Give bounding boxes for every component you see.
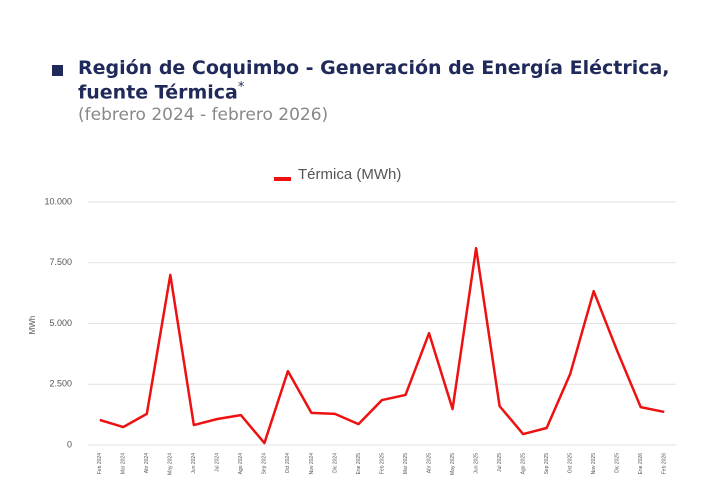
x-tick-label: Ago 2025 bbox=[520, 453, 526, 475]
x-tick-label: Ene 2025 bbox=[356, 453, 362, 475]
x-tick-label: May 2024 bbox=[168, 453, 174, 475]
x-tick-label: Dic 2024 bbox=[332, 453, 338, 473]
y-tick-label: 10.000 bbox=[44, 196, 72, 206]
x-tick-label: Ago 2024 bbox=[238, 453, 244, 475]
x-tick-label: May 2025 bbox=[450, 453, 456, 475]
x-tick-label: Oct 2024 bbox=[285, 453, 291, 474]
x-tick-label: Dic 2025 bbox=[615, 453, 621, 473]
x-tick-label: Abr 2024 bbox=[144, 453, 150, 474]
y-tick-label: 7.500 bbox=[49, 257, 72, 267]
x-tick-label: Oct 2025 bbox=[567, 453, 573, 474]
header: Región de Coquimbo - Generación de Energ… bbox=[52, 58, 722, 125]
x-tick-label: Abr 2025 bbox=[426, 453, 432, 474]
y-axis-label: MWh bbox=[28, 316, 37, 335]
bullet bbox=[52, 65, 63, 76]
x-tick-label: Sep 2025 bbox=[544, 453, 550, 475]
line bbox=[99, 246, 665, 445]
title-block: Región de Coquimbo - Generación de Energ… bbox=[52, 58, 722, 102]
chart-title: Región de Coquimbo - Generación de Energ… bbox=[78, 57, 670, 104]
legend-label: Térmica (MWh) bbox=[298, 166, 401, 183]
x-tick-label: Jul 2025 bbox=[497, 453, 503, 472]
y-tick-label: 5.000 bbox=[49, 318, 72, 328]
y-tick-label: 2.500 bbox=[49, 379, 72, 389]
x-tick-label: Feb 2024 bbox=[97, 453, 103, 474]
x-tick-label: Jun 2024 bbox=[191, 453, 197, 474]
x-tick-label: Feb 2025 bbox=[379, 453, 385, 474]
x-tick-label: Sep 2024 bbox=[262, 453, 268, 475]
x-tick-label: Ene 2026 bbox=[638, 453, 644, 475]
x-tick-label: Mar 2025 bbox=[403, 453, 409, 474]
x-tick-label: Nov 2024 bbox=[309, 453, 315, 475]
subtitle: (febrero 2024 - febrero 2026) bbox=[78, 105, 329, 126]
title-note: * bbox=[237, 80, 245, 95]
x-tick-label: Nov 2025 bbox=[591, 453, 597, 475]
x-tick-label: Mar 2024 bbox=[121, 453, 127, 474]
y-tick-label: 0 bbox=[67, 439, 72, 449]
x-tick-label: Jul 2024 bbox=[215, 453, 221, 472]
x-tick-label: Feb 2026 bbox=[662, 453, 668, 474]
x-tick-label: Jun 2025 bbox=[473, 453, 479, 474]
